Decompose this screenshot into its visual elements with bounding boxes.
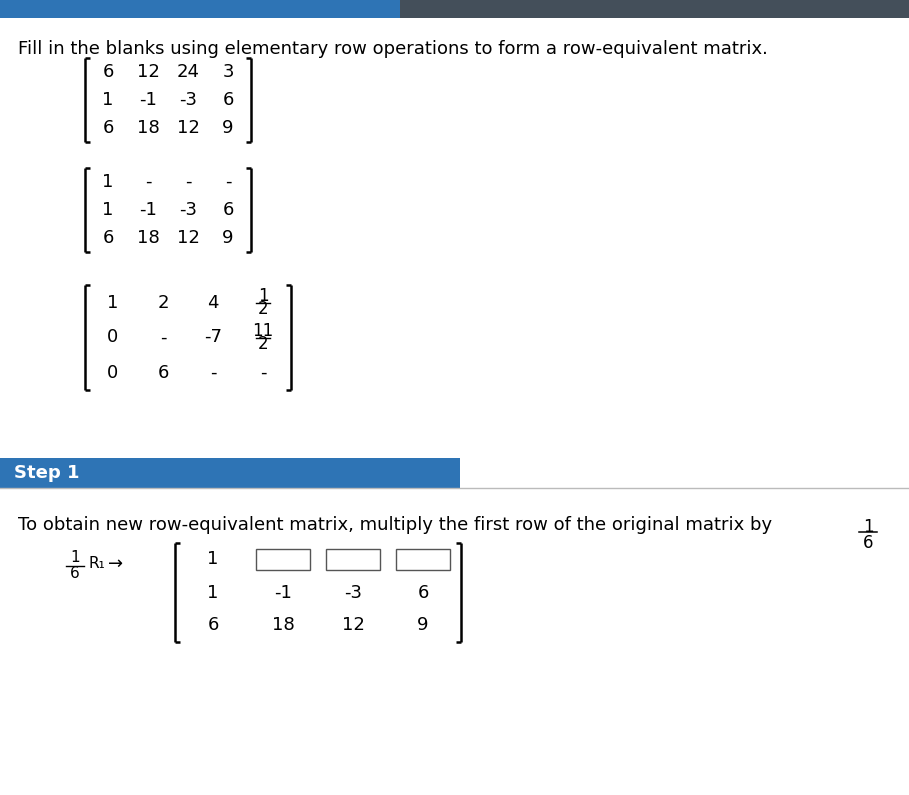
Text: 3: 3	[222, 63, 234, 81]
Text: To obtain new row-equivalent matrix, multiply the first row of the original matr: To obtain new row-equivalent matrix, mul…	[18, 516, 772, 534]
Text: -: -	[260, 363, 266, 382]
Text: 24: 24	[176, 63, 199, 81]
Text: 6: 6	[207, 616, 219, 634]
Bar	[326, 549, 380, 570]
Text: 12: 12	[176, 229, 199, 247]
Text: 6: 6	[223, 201, 234, 219]
Text: 6: 6	[417, 584, 429, 602]
Bar	[0, 0, 400, 18]
Text: -: -	[210, 363, 216, 382]
Text: 1: 1	[103, 91, 114, 109]
Text: 6: 6	[223, 91, 234, 109]
Text: -1: -1	[139, 91, 157, 109]
Text: 2: 2	[257, 300, 268, 318]
Text: 1: 1	[257, 287, 268, 305]
Text: 18: 18	[136, 229, 159, 247]
Bar	[396, 549, 450, 570]
Text: 1: 1	[207, 584, 219, 602]
Bar	[0, 458, 460, 488]
Text: -: -	[145, 173, 151, 191]
Text: 6: 6	[157, 363, 169, 382]
Text: 6: 6	[863, 534, 874, 552]
Text: 12: 12	[176, 119, 199, 137]
Text: 12: 12	[136, 63, 159, 81]
Text: 4: 4	[207, 293, 219, 312]
Text: 6: 6	[70, 567, 80, 581]
Text: -3: -3	[179, 91, 197, 109]
Text: 2: 2	[257, 335, 268, 353]
Text: →: →	[108, 555, 123, 573]
Text: 1: 1	[103, 201, 114, 219]
Text: -: -	[160, 328, 166, 347]
Text: 6: 6	[103, 119, 114, 137]
Text: 2: 2	[157, 293, 169, 312]
Text: -: -	[185, 173, 191, 191]
Text: 1: 1	[863, 518, 874, 536]
Bar	[256, 549, 310, 570]
Text: -7: -7	[204, 328, 222, 347]
Text: 1: 1	[70, 550, 80, 565]
Text: 11: 11	[253, 322, 274, 340]
Text: 6: 6	[103, 63, 114, 81]
Text: 0: 0	[107, 328, 119, 347]
Text: 0: 0	[107, 363, 119, 382]
Text: Fill in the blanks using elementary row operations to form a row-equivalent matr: Fill in the blanks using elementary row …	[18, 40, 768, 58]
Text: 18: 18	[272, 616, 295, 634]
Text: 9: 9	[222, 119, 234, 137]
Text: 1: 1	[103, 173, 114, 191]
Text: R₁: R₁	[89, 556, 105, 572]
Text: -3: -3	[179, 201, 197, 219]
Text: 9: 9	[222, 229, 234, 247]
Text: -1: -1	[139, 201, 157, 219]
Text: -: -	[225, 173, 231, 191]
Text: 9: 9	[417, 616, 429, 634]
Text: 1: 1	[107, 293, 119, 312]
Text: 12: 12	[342, 616, 365, 634]
Text: -1: -1	[274, 584, 292, 602]
Bar	[0, 0, 909, 18]
Text: -3: -3	[344, 584, 362, 602]
Text: 1: 1	[207, 550, 219, 568]
Text: 6: 6	[103, 229, 114, 247]
Text: 18: 18	[136, 119, 159, 137]
Text: Step 1: Step 1	[14, 464, 79, 482]
